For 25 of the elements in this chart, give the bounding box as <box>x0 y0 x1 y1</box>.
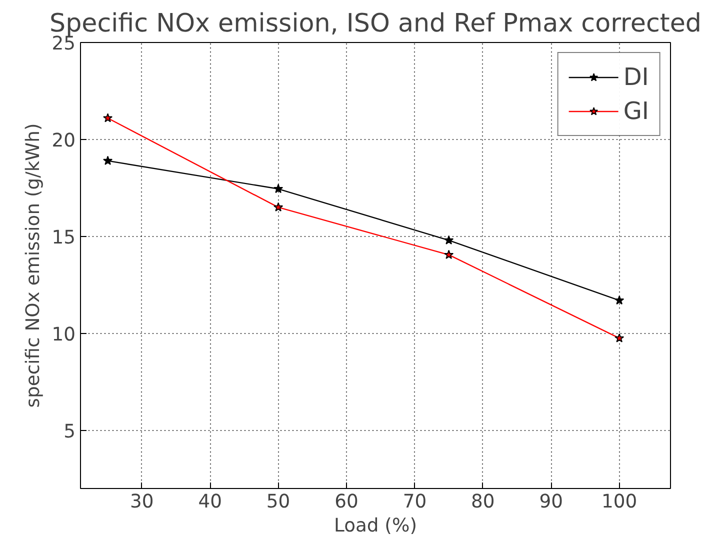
x-tick-label: 70 <box>402 492 427 512</box>
point <box>614 295 624 305</box>
point <box>444 250 454 259</box>
x-tick-label: 30 <box>130 492 154 512</box>
point <box>103 113 113 122</box>
x-tick-label: 50 <box>266 492 290 512</box>
x-tick-label: 80 <box>471 492 495 512</box>
x-tick-label: 60 <box>334 492 358 512</box>
x-tick-label: 100 <box>602 492 638 512</box>
y-tick-label: 5 <box>64 421 76 442</box>
y-tick-label: 20 <box>52 130 76 152</box>
x-tick-label: 90 <box>539 492 564 512</box>
y-tick-label: 10 <box>52 324 76 346</box>
point <box>274 184 284 194</box>
legend-label: DI <box>623 63 649 91</box>
point <box>103 156 113 165</box>
point <box>274 202 284 212</box>
x-tick-label: 40 <box>198 492 222 512</box>
chart-title: Specific NOx emission, ISO and Ref Pmax corrected <box>49 8 702 38</box>
y-tick-label: 15 <box>52 227 76 248</box>
point <box>614 333 624 342</box>
legend-label: GI <box>623 97 649 125</box>
x-axis-title: Load (%) <box>334 516 417 536</box>
y-axis-title: specific NOx emission (g/kWh) <box>22 123 44 408</box>
point <box>444 235 454 244</box>
